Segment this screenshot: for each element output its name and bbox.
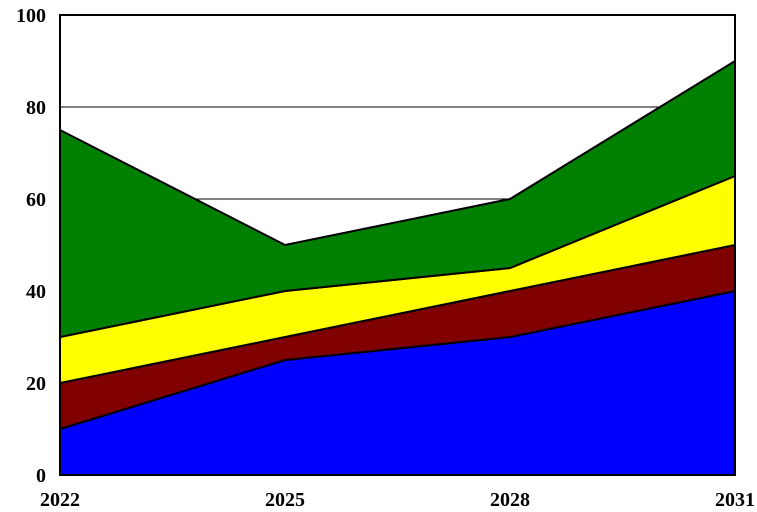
plot-frame xyxy=(59,14,736,476)
y-tick-label: 20 xyxy=(26,373,46,395)
x-tick-label: 2028 xyxy=(490,489,530,511)
x-tick-label: 2022 xyxy=(40,489,80,511)
y-tick-label: 0 xyxy=(36,465,46,487)
area-series xyxy=(59,59,736,476)
y-tick-label: 80 xyxy=(26,97,46,119)
y-tick-label: 40 xyxy=(26,281,46,303)
y-tick-labels: 0 20 40 60 80 100 xyxy=(16,5,46,487)
y-tick-label: 100 xyxy=(16,5,46,27)
x-tick-label: 2031 xyxy=(715,489,755,511)
axes xyxy=(59,14,736,476)
x-tick-label: 2025 xyxy=(265,489,305,511)
y-tick-label: 60 xyxy=(26,189,46,211)
x-tick-labels: 2022 2025 2028 2031 xyxy=(40,489,755,511)
